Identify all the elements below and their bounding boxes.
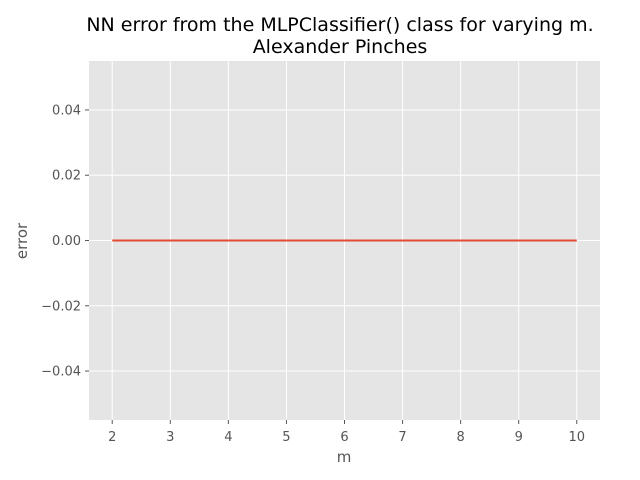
y-tick-label: −0.04 bbox=[41, 365, 81, 380]
x-tick-label: 6 bbox=[340, 430, 348, 445]
x-tick-label: 10 bbox=[568, 430, 585, 445]
x-tick-label: 2 bbox=[108, 430, 116, 445]
chart-title: NN error from the MLPClassifier() class … bbox=[86, 14, 593, 36]
y-tick-label: 0.04 bbox=[52, 103, 81, 118]
y-tick-label: −0.02 bbox=[41, 299, 81, 314]
x-tick-label: 5 bbox=[282, 430, 290, 445]
chart-subtitle: Alexander Pinches bbox=[253, 36, 428, 58]
x-axis-label: m bbox=[337, 448, 352, 466]
x-tick-label: 9 bbox=[515, 430, 523, 445]
y-tick-label: 0.02 bbox=[52, 169, 81, 184]
x-tick-label: 4 bbox=[224, 430, 232, 445]
y-tick-label: 0.00 bbox=[52, 234, 81, 249]
x-tick-label: 3 bbox=[166, 430, 174, 445]
x-tick-label: 7 bbox=[398, 430, 406, 445]
x-tick-label: 8 bbox=[456, 430, 464, 445]
y-tick-labels: −0.04 −0.02 0.00 0.02 0.04 bbox=[41, 103, 89, 380]
y-axis-label: error bbox=[13, 222, 31, 259]
x-tick-labels: 2 3 4 5 6 7 8 9 10 bbox=[108, 420, 585, 445]
